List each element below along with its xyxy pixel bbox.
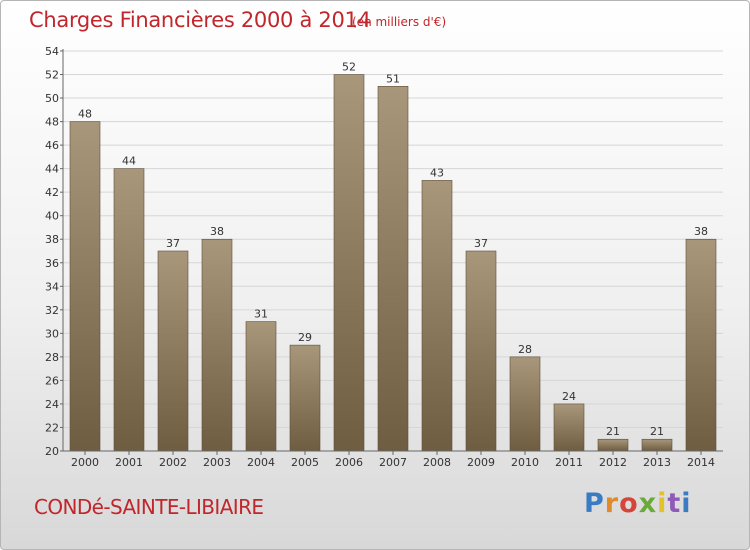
- x-tick-label: 2002: [159, 456, 187, 469]
- y-tick-label: 44: [45, 163, 59, 176]
- bar: [465, 250, 497, 452]
- x-tick-label: 2010: [511, 456, 539, 469]
- bar: [201, 238, 233, 452]
- data-label: 44: [122, 155, 136, 168]
- proxiti-logo: Proxiti: [584, 488, 692, 519]
- bar: [597, 438, 629, 452]
- chart-subtitle: (en milliers d'€): [352, 15, 447, 29]
- x-tick-label: 2008: [423, 456, 451, 469]
- bar: [157, 250, 189, 452]
- bar: [113, 168, 145, 452]
- x-tick-label: 2001: [115, 456, 143, 469]
- logo-letter: o: [619, 488, 639, 519]
- x-tick-label: 2007: [379, 456, 407, 469]
- logo-letter: i: [681, 488, 692, 519]
- data-label: 28: [518, 343, 532, 356]
- y-tick-label: 34: [45, 280, 59, 293]
- data-label: 37: [474, 237, 488, 250]
- bar: [69, 121, 101, 452]
- data-label: 31: [254, 308, 268, 321]
- data-label: 37: [166, 237, 180, 250]
- data-label: 48: [78, 108, 92, 121]
- bar: [377, 85, 409, 452]
- bar: [685, 238, 717, 452]
- y-tick-label: 40: [45, 210, 59, 223]
- y-tick-label: 48: [45, 116, 59, 129]
- x-tick-label: 2009: [467, 456, 495, 469]
- bar: [641, 438, 673, 452]
- y-tick-label: 24: [45, 398, 59, 411]
- logo-letter: t: [667, 488, 682, 519]
- y-tick-label: 46: [45, 139, 59, 152]
- bar: [245, 321, 277, 452]
- x-tick-label: 2014: [687, 456, 715, 469]
- logo-letter: P: [584, 488, 605, 519]
- commune-name: CONDé-SAINTE-LIBIAIRE: [34, 495, 264, 519]
- data-label: 38: [210, 225, 224, 238]
- y-tick-label: 52: [45, 69, 59, 82]
- data-label: 21: [606, 425, 620, 438]
- x-tick-label: 2005: [291, 456, 319, 469]
- data-label: 38: [694, 225, 708, 238]
- data-label: 21: [650, 425, 664, 438]
- y-tick-label: 32: [45, 304, 59, 317]
- x-tick-label: 2013: [643, 456, 671, 469]
- logo-letter: r: [604, 488, 620, 519]
- y-tick-label: 20: [45, 445, 59, 458]
- y-tick-label: 30: [45, 327, 59, 340]
- x-tick-label: 2012: [599, 456, 627, 469]
- chart-title: Charges Financières 2000 à 2014: [29, 8, 371, 32]
- y-tick-label: 28: [45, 351, 59, 364]
- y-tick-label: 26: [45, 374, 59, 387]
- logo-letter: x: [638, 488, 658, 519]
- bar: [553, 403, 585, 452]
- data-label: 29: [298, 331, 312, 344]
- data-label: 43: [430, 166, 444, 179]
- y-tick-label: 38: [45, 233, 59, 246]
- data-label: 51: [386, 72, 400, 85]
- y-tick-label: 54: [45, 45, 59, 58]
- x-tick-label: 2011: [555, 456, 583, 469]
- y-tick-label: 50: [45, 92, 59, 105]
- bar: [421, 180, 453, 452]
- x-tick-label: 2003: [203, 456, 231, 469]
- logo-letter: i: [657, 488, 668, 519]
- bar: [333, 74, 365, 452]
- x-tick-label: 2000: [71, 456, 99, 469]
- data-label: 24: [562, 390, 576, 403]
- x-tick-label: 2004: [247, 456, 275, 469]
- bar: [509, 356, 541, 452]
- y-tick-label: 42: [45, 186, 59, 199]
- bar: [289, 344, 321, 452]
- data-label: 52: [342, 61, 356, 74]
- y-tick-label: 36: [45, 257, 59, 270]
- y-tick-label: 22: [45, 421, 59, 434]
- x-tick-label: 2006: [335, 456, 363, 469]
